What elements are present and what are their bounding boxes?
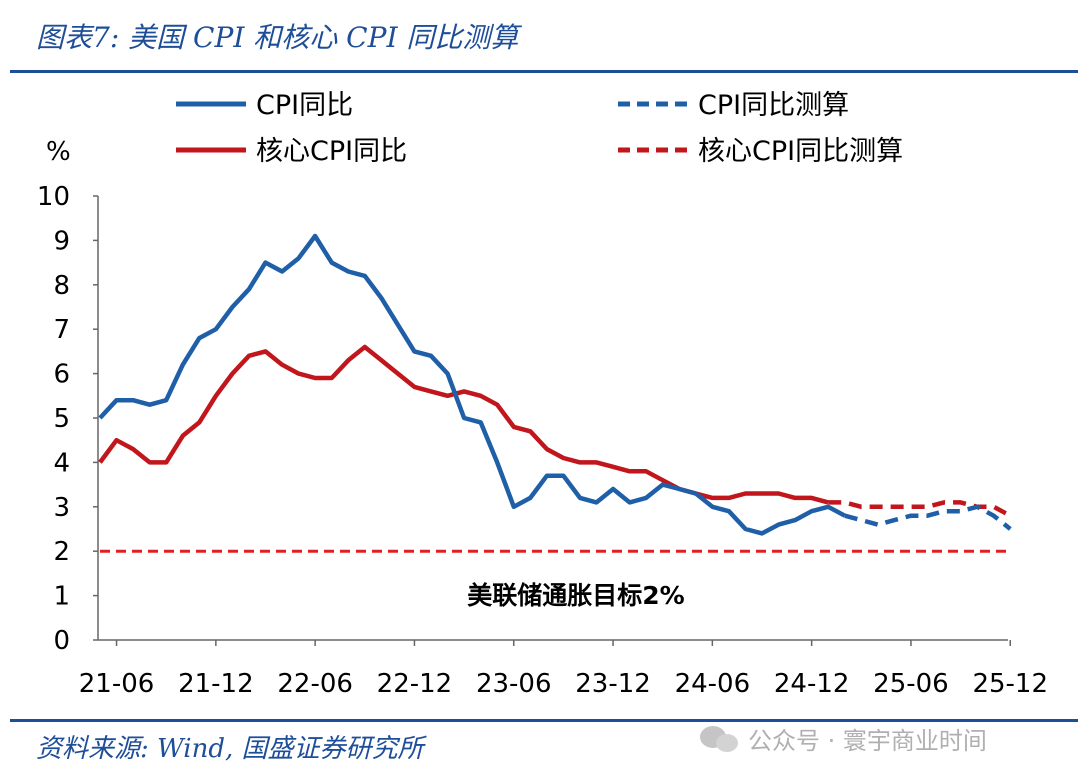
series-line-cpi_f: [844, 504, 1012, 531]
y-tick-label: 6: [53, 360, 70, 390]
y-tick-label: 5: [53, 404, 70, 434]
x-tick-label: 21-06: [79, 669, 155, 699]
watermark: 公众号 · 寰宇商业时间: [700, 718, 987, 758]
y-axis-label: %: [46, 137, 71, 167]
y-tick-label: 0: [53, 626, 70, 656]
x-tick-label: 25-06: [873, 669, 949, 699]
series-line-core: [98, 344, 829, 505]
x-tick-label: 25-12: [972, 669, 1048, 699]
y-tick-label: 2: [53, 537, 70, 567]
legend-label-core_f: 核心CPI同比测算: [698, 136, 903, 167]
y-tick-label: 9: [53, 226, 70, 256]
legend-label-cpi_f: CPI同比测算: [698, 90, 849, 121]
y-tick-label: 3: [53, 493, 70, 523]
y-tick-label: 8: [53, 271, 70, 301]
series-line-cpi: [98, 233, 846, 536]
x-tick-label: 22-06: [277, 669, 353, 699]
series-line-core_f: [828, 500, 1012, 518]
x-tick-label: 23-06: [476, 669, 552, 699]
x-tick-label: 23-12: [575, 669, 651, 699]
watermark-text: 公众号 · 寰宇商业时间: [748, 726, 987, 755]
top-rule: [10, 70, 1078, 73]
source-note: 资料来源: Wind, 国盛证券研究所: [36, 734, 424, 764]
wechat-icon: [700, 722, 740, 754]
y-tick-label: 7: [53, 315, 70, 345]
chart-title: 图表7: 美国 CPI 和核心 CPI 同比测算: [36, 21, 519, 54]
x-tick-label: 24-12: [774, 669, 850, 699]
target-annotation: 美联储通胀目标2%: [467, 581, 684, 610]
x-tick-label: 24-06: [675, 669, 751, 699]
x-tick-label: 22-12: [377, 669, 453, 699]
y-tick-label: 1: [53, 582, 70, 612]
y-tick-label: 4: [53, 448, 70, 478]
x-tick-label: 21-12: [178, 669, 254, 699]
legend-label-core: 核心CPI同比: [256, 136, 407, 167]
legend-label-cpi: CPI同比: [256, 90, 353, 121]
bottom-rule: [10, 719, 1078, 722]
chart-area: 0 1 2 3 4 5 6 7 8 9 10% 21-06 21-12 22-06 22-12 23-06 23…: [37, 90, 1048, 699]
y-tick-label: 10: [37, 182, 70, 212]
